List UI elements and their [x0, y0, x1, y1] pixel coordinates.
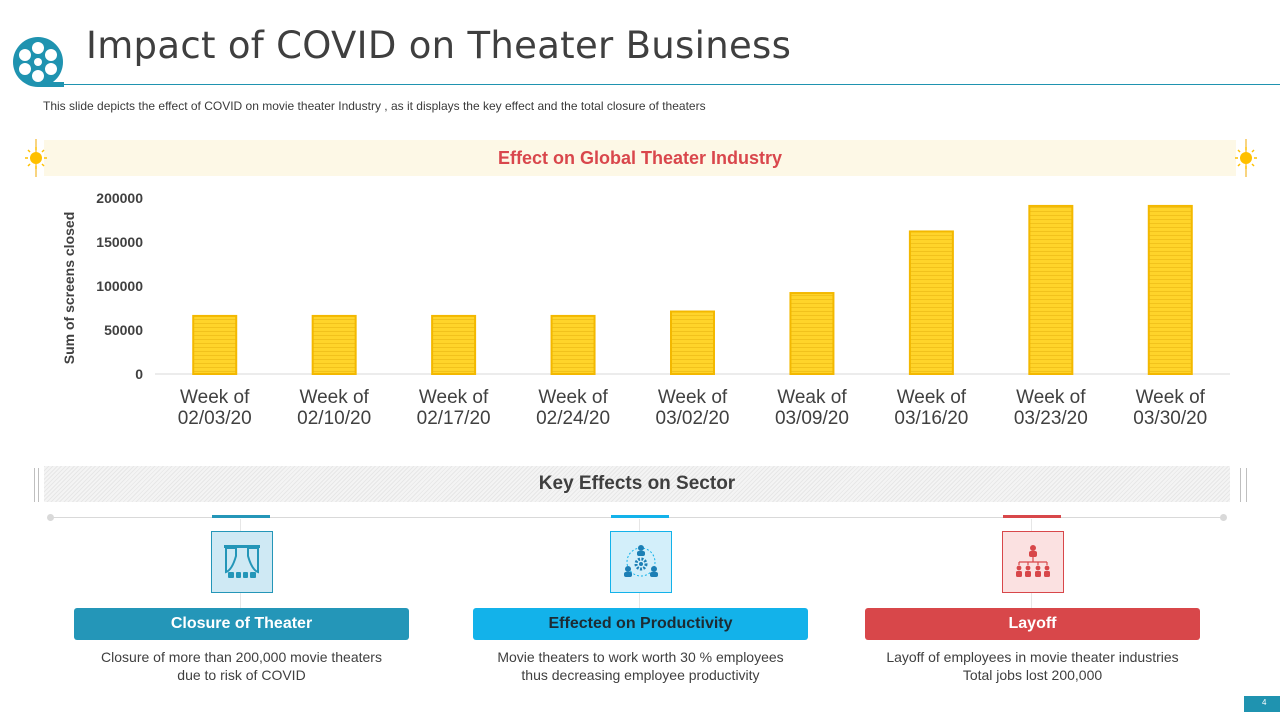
description-line: thus decreasing employee productivity — [521, 667, 760, 683]
bar — [1028, 204, 1074, 376]
card-accent-tick — [1003, 515, 1061, 518]
band-edge-line — [34, 468, 35, 502]
description-line: Closure of more than 200,000 movie theat… — [101, 649, 382, 665]
sun-ornament-icon — [25, 139, 47, 177]
title-divider — [64, 84, 1280, 85]
effect-description: Layoff of employees in movie theater ind… — [865, 648, 1200, 684]
bar — [1147, 204, 1193, 376]
x-tick-label: Week of — [1016, 387, 1086, 408]
chart-title: Effect on Global Theater Industry — [497, 148, 783, 168]
bar — [192, 314, 238, 375]
y-tick-label: 200000 — [96, 190, 143, 206]
key-effects-band — [44, 466, 1230, 502]
x-tick-label: Weak of — [777, 387, 847, 408]
page-number: 4 — [1262, 698, 1267, 707]
description-line: due to risk of COVID — [177, 667, 306, 683]
x-tick-label: 02/24/20 — [536, 408, 610, 429]
x-tick-label: 03/23/20 — [1014, 408, 1088, 429]
bar — [311, 314, 357, 375]
band-edge-line — [1240, 468, 1241, 502]
description-line: Movie theaters to work worth 30 % employ… — [497, 649, 784, 665]
effect-label: Effected on Productivity — [473, 608, 808, 640]
x-tick-label: Week of — [299, 387, 369, 408]
org-chart-icon — [1016, 545, 1050, 577]
theater-curtain-icon — [224, 545, 260, 578]
x-tick-label: Week of — [658, 387, 728, 408]
effect-label: Closure of Theater — [74, 608, 409, 640]
chart-title-band — [44, 140, 1236, 176]
y-tick-label: 150000 — [96, 234, 143, 250]
description-line: Layoff of employees in movie theater ind… — [886, 649, 1179, 665]
x-tick-label: 02/17/20 — [417, 408, 491, 429]
page-subtitle: This slide depicts the effect of COVID o… — [43, 99, 706, 113]
effect-label: Layoff — [865, 608, 1200, 640]
description-line: Total jobs lost 200,000 — [962, 667, 1103, 683]
card-accent-tick — [611, 515, 669, 518]
x-tick-label: 02/10/20 — [297, 408, 371, 429]
y-axis-label: Sum of screens closed — [61, 212, 77, 365]
card-icon-frame — [1002, 531, 1064, 593]
effect-description: Closure of more than 200,000 movie theat… — [74, 648, 409, 684]
x-tick-label: Week of — [897, 387, 967, 408]
card-icon-frame — [610, 531, 672, 593]
effect-description: Movie theaters to work worth 30 % employ… — [473, 648, 808, 684]
band-edge-line — [1246, 468, 1247, 502]
x-tick-label: Week of — [1136, 387, 1206, 408]
bar — [550, 314, 596, 375]
bar — [908, 230, 954, 375]
y-tick-label: 50000 — [104, 322, 143, 338]
card-icon-frame — [211, 531, 273, 593]
band-edge-line — [38, 468, 39, 502]
key-effects-title: Key Effects on Sector — [538, 473, 736, 494]
timeline-dot — [1220, 514, 1227, 521]
team-gear-icon — [624, 545, 658, 577]
y-tick-label: 0 — [135, 366, 143, 382]
card-accent-tick — [212, 515, 270, 518]
sun-ornament-icon — [1235, 139, 1257, 177]
bar — [789, 292, 835, 375]
x-tick-label: 03/09/20 — [775, 408, 849, 429]
x-tick-label: 03/02/20 — [656, 408, 730, 429]
x-tick-label: Week of — [419, 387, 489, 408]
x-tick-label: 02/03/20 — [178, 408, 252, 429]
y-tick-label: 100000 — [96, 278, 143, 294]
x-tick-label: 03/16/20 — [894, 408, 968, 429]
bar — [431, 314, 477, 375]
page-number-tab — [1244, 696, 1280, 712]
x-tick-label: Week of — [538, 387, 608, 408]
x-tick-label: Week of — [180, 387, 250, 408]
film-reel-icon — [13, 37, 64, 87]
bar-chart: Sum of screens closed 200000 150000 100000… — [61, 190, 1230, 429]
page-title: Impact of COVID on Theater Business — [86, 24, 792, 67]
timeline-dot — [47, 514, 54, 521]
x-tick-label: 03/30/20 — [1133, 408, 1207, 429]
bar — [670, 310, 715, 376]
